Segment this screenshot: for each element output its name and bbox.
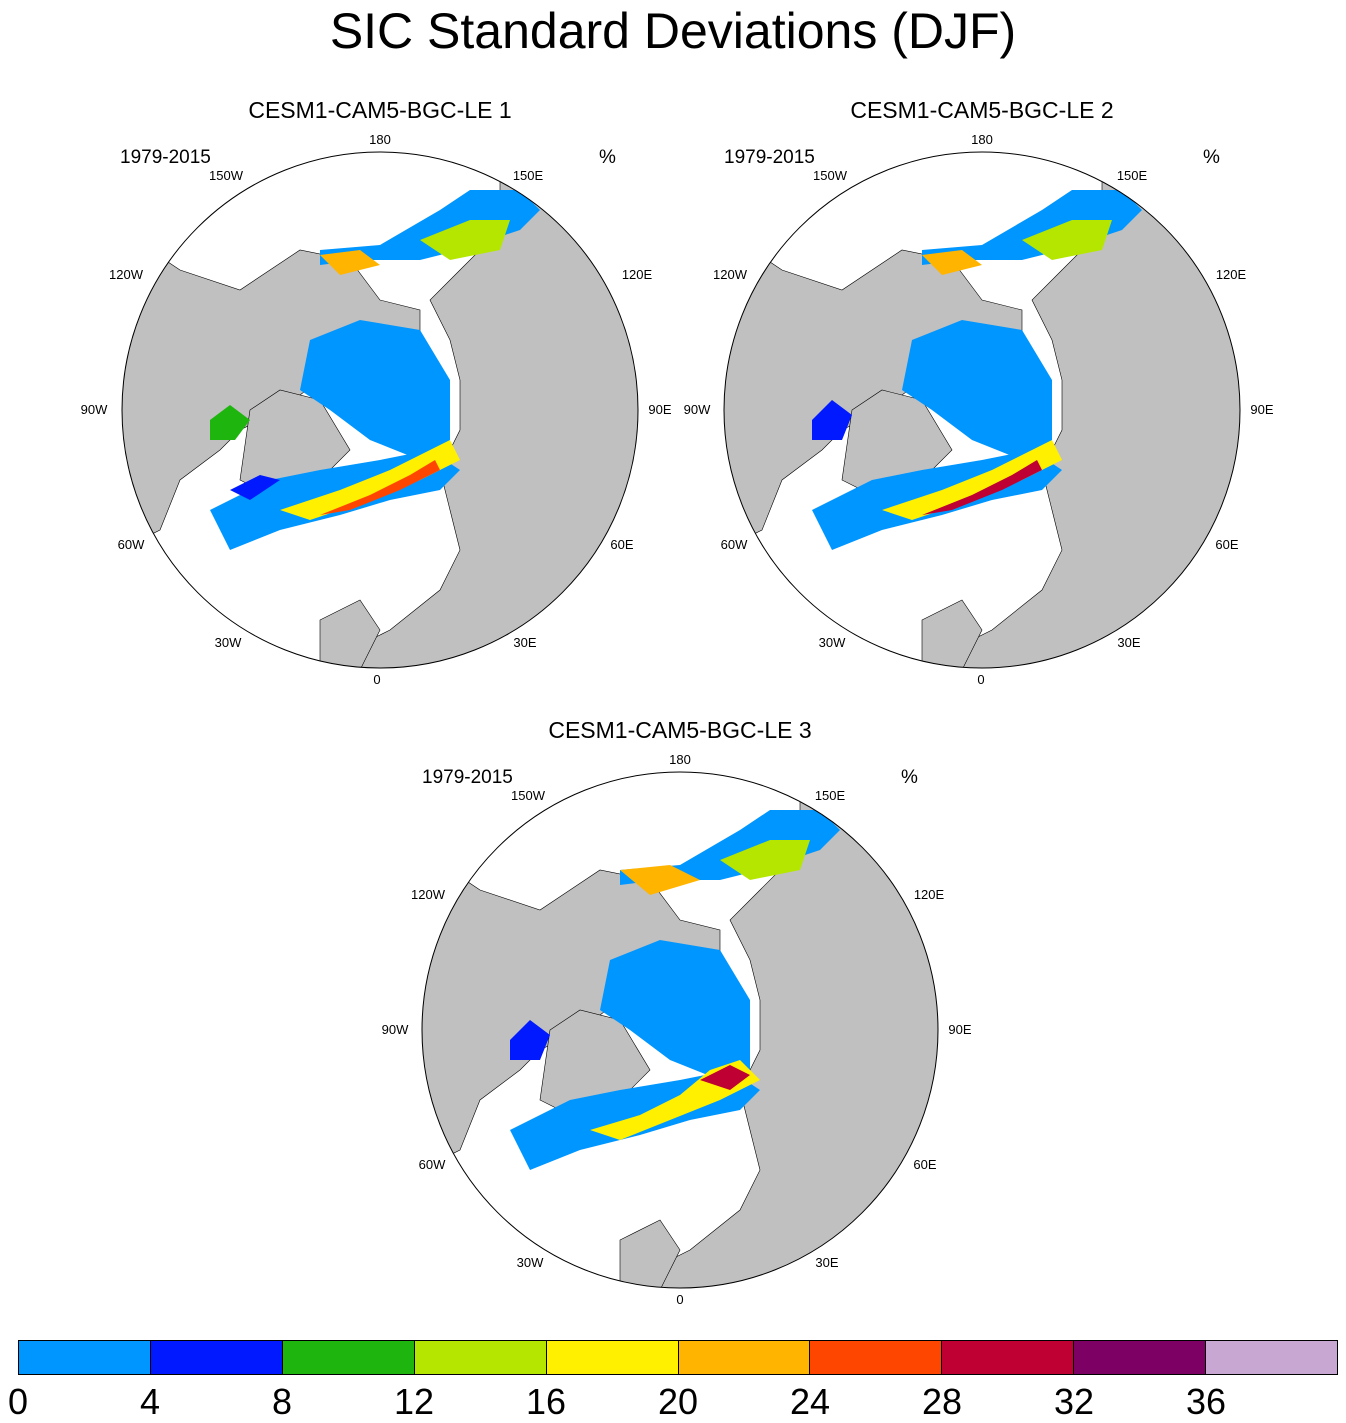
- colorbar-label: 32: [1053, 1381, 1095, 1422]
- panel-2-title: CESM1-CAM5-BGC-LE 2: [850, 97, 1114, 123]
- lon-label-90e: 90E: [648, 402, 672, 417]
- lon-label-30e: 30E: [1117, 635, 1141, 650]
- colorbar-bin: [678, 1341, 811, 1374]
- lon-label-120w: 120W: [109, 267, 143, 282]
- colorbar-label: 16: [525, 1381, 567, 1422]
- sea-ice-bin-4: [280, 440, 460, 520]
- colorbar-bin: [414, 1341, 547, 1374]
- lon-label-60w: 60W: [418, 1157, 446, 1172]
- sea-ice-bin-1: [812, 400, 852, 440]
- panel-3-title: CESM1-CAM5-BGC-LE 3: [548, 717, 812, 743]
- lon-label-150w: 150W: [511, 788, 545, 803]
- lon-label-120e: 120E: [621, 267, 653, 282]
- colorbar-bin: [1206, 1341, 1338, 1374]
- lon-label-150e: 150E: [1116, 168, 1148, 183]
- land-mass: [724, 152, 1240, 668]
- panel-3-period: 1979-2015: [422, 767, 513, 788]
- lon-label-90w: 90W: [683, 402, 711, 417]
- sea-ice-bin-0: [600, 940, 750, 1080]
- colorbar: [18, 1340, 1338, 1375]
- map-boundary: [723, 151, 1241, 669]
- lon-label-30w: 30W: [818, 635, 846, 650]
- sea-ice-bin-4: [882, 440, 1062, 520]
- panel-2-period: 1979-2015: [724, 147, 815, 168]
- panel-1-period: 1979-2015: [120, 147, 211, 168]
- colorbar-label: 4: [139, 1381, 161, 1422]
- lon-label-120w: 120W: [411, 887, 445, 902]
- colorbar-bin: [1074, 1341, 1207, 1374]
- sea-ice-bin-0: [300, 320, 450, 460]
- lon-label-60e: 60E: [913, 1157, 937, 1172]
- colorbar-label: 24: [789, 1381, 831, 1422]
- lon-label-180: 180: [669, 752, 691, 767]
- lon-label-0: 0: [676, 1292, 684, 1307]
- land-mass: [422, 772, 938, 1288]
- lon-label-150w: 150W: [813, 168, 847, 183]
- lon-label-120e: 120E: [913, 887, 945, 902]
- colorbar-label: 8: [271, 1381, 293, 1422]
- colorbar-label: 20: [657, 1381, 699, 1422]
- panel-1-title: CESM1-CAM5-BGC-LE 1: [248, 97, 512, 123]
- colorbar-bin: [282, 1341, 415, 1374]
- sea-ice-bin-0: [922, 190, 1142, 265]
- colorbar-bin: [150, 1341, 283, 1374]
- main-title: SIC Standard Deviations (DJF): [329, 3, 1017, 59]
- map-boundary: [421, 771, 939, 1289]
- sea-ice-bin-3: [720, 840, 810, 880]
- lon-label-0: 0: [373, 672, 381, 687]
- sea-ice-bin-2: [210, 405, 250, 440]
- lon-label-30e: 30E: [513, 635, 537, 650]
- lon-label-150w: 150W: [209, 168, 243, 183]
- colorbar-bin: [942, 1341, 1075, 1374]
- lon-label-30e: 30E: [815, 1255, 839, 1270]
- lon-label-180: 180: [369, 132, 391, 147]
- lon-label-150e: 150E: [512, 168, 544, 183]
- colorbar-bin: [810, 1341, 943, 1374]
- sea-ice-bin-7: [700, 1065, 750, 1090]
- sea-ice-bin-3: [1022, 220, 1112, 260]
- lon-label-60w: 60W: [720, 537, 748, 552]
- panel-2-polar-map: [723, 151, 1241, 669]
- lon-label-60e: 60E: [610, 537, 634, 552]
- sea-ice-bin-1: [510, 1020, 550, 1060]
- colorbar-label: 12: [393, 1381, 435, 1422]
- panel-3-polar-map: [421, 771, 939, 1289]
- colorbar-label: 0: [7, 1381, 29, 1422]
- land-mass: [122, 152, 638, 668]
- map-boundary: [121, 151, 639, 669]
- colorbar-bin: [19, 1341, 151, 1374]
- sea-ice-bin-5: [922, 250, 982, 275]
- lon-label-150e: 150E: [814, 788, 846, 803]
- lon-label-90w: 90W: [381, 1022, 409, 1037]
- sea-ice-bin-5: [320, 250, 380, 275]
- panel-3-units: %: [901, 767, 918, 788]
- sea-ice-bin-0: [902, 320, 1052, 460]
- sea-ice-bin-3: [420, 220, 510, 260]
- lon-label-90w: 90W: [80, 402, 108, 417]
- lon-label-120e: 120E: [1215, 267, 1247, 282]
- lon-label-60e: 60E: [1215, 537, 1239, 552]
- sea-ice-bin-1: [230, 475, 280, 500]
- sea-ice-bin-0: [320, 190, 540, 265]
- panel-1-units: %: [599, 147, 616, 168]
- sea-ice-bin-6: [320, 460, 440, 515]
- lon-label-90e: 90E: [1250, 402, 1274, 417]
- panel-2-units: %: [1203, 147, 1220, 168]
- lon-label-30w: 30W: [516, 1255, 544, 1270]
- colorbar-label: 28: [921, 1381, 963, 1422]
- sea-ice-bin-5: [620, 865, 700, 895]
- sea-ice-bin-0: [620, 810, 840, 885]
- panel-1-polar-map: [121, 151, 639, 669]
- colorbar-bin: [546, 1341, 679, 1374]
- lon-label-90e: 90E: [948, 1022, 972, 1037]
- sea-ice-bin-7: [922, 460, 1042, 515]
- lon-label-60w: 60W: [117, 537, 145, 552]
- colorbar-label: 36: [1185, 1381, 1227, 1422]
- lon-label-180: 180: [971, 132, 993, 147]
- lon-label-30w: 30W: [214, 635, 242, 650]
- lon-label-120w: 120W: [713, 267, 747, 282]
- lon-label-0: 0: [977, 672, 985, 687]
